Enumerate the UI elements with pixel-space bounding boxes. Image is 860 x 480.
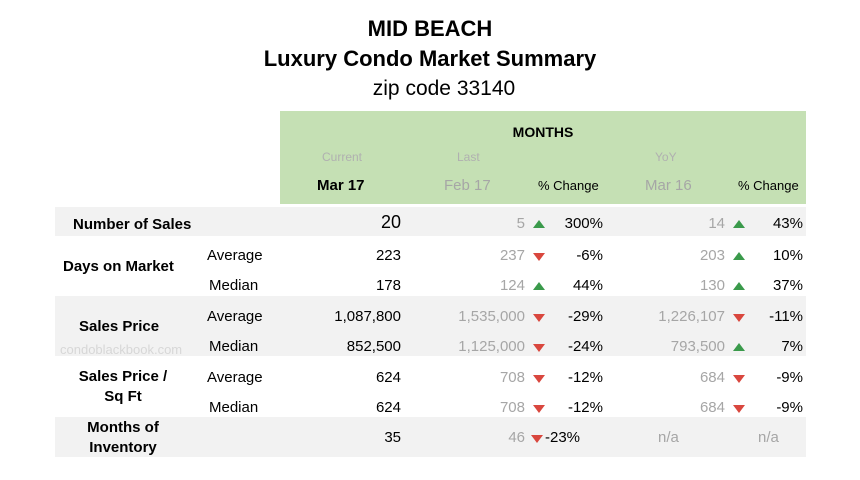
last-value: 1,535,000	[458, 308, 525, 325]
months-header-background	[280, 111, 806, 204]
triangle-down-icon	[531, 435, 543, 443]
last-value: 1,125,000	[458, 338, 525, 355]
sublabel-average: Average	[207, 308, 263, 325]
zip-code-label: zip code 33140	[372, 77, 516, 100]
triangle-up-icon	[533, 282, 545, 290]
yoy-value: 1,226,107	[658, 308, 725, 325]
pct-change-header-2: % Change	[738, 178, 799, 193]
row-band-inventory	[55, 417, 806, 457]
last-value: 237	[499, 247, 525, 264]
yoy-value: 793,500	[670, 338, 725, 355]
pct-change-value: -23%	[545, 429, 581, 446]
current-value: 1,087,800	[334, 308, 401, 325]
yoy-pct-change-value: 43%	[772, 215, 803, 232]
yoy-subheader: YoY	[655, 150, 677, 164]
label-price-per-sqft-line2: Sq Ft	[104, 388, 142, 405]
current-value: 35	[384, 429, 401, 446]
yoy-pct-change-value: 7%	[781, 338, 803, 355]
triangle-down-icon	[533, 375, 545, 383]
label-sales-price: Sales Price	[79, 318, 160, 335]
label-price-per-sqft-line1: Sales Price /	[78, 368, 168, 385]
sublabel-median: Median	[209, 338, 259, 355]
last-value: 5	[516, 215, 525, 232]
page-title: MID BEACH	[367, 16, 493, 41]
triangle-down-icon	[733, 405, 745, 413]
label-days-on-market: Days on Market	[63, 258, 174, 275]
yoy-pct-change-value: n/a	[758, 429, 779, 446]
yoy-value: 684	[699, 369, 725, 386]
sublabel-median: Median	[209, 399, 259, 416]
current-value: 178	[375, 277, 401, 294]
current-value: 852,500	[346, 338, 401, 355]
yoy-value: 203	[699, 247, 725, 264]
triangle-down-icon	[733, 314, 745, 322]
current-value: 624	[375, 369, 401, 386]
sublabel-median: Median	[209, 277, 259, 294]
page-subtitle: Luxury Condo Market Summary	[263, 46, 597, 71]
last-value: 124	[499, 277, 525, 294]
row-band-sales	[55, 207, 806, 236]
triangle-up-icon	[733, 252, 745, 260]
last-month-header: Feb 17	[444, 177, 491, 194]
pct-change-value: -6%	[576, 247, 603, 264]
label-number-of-sales: Number of Sales	[73, 216, 192, 233]
pct-change-value: -29%	[567, 308, 603, 325]
months-header: MONTHS	[512, 124, 574, 140]
pct-change-value: -12%	[567, 399, 603, 416]
sublabel-average: Average	[207, 247, 263, 264]
last-subheader: Last	[457, 150, 480, 164]
current-month-header: Mar 17	[317, 177, 365, 194]
pct-change-value: -12%	[567, 369, 603, 386]
yoy-pct-change-value: -9%	[776, 369, 803, 386]
triangle-up-icon	[733, 343, 745, 351]
triangle-down-icon	[533, 314, 545, 322]
yoy-pct-change-value: 10%	[772, 247, 803, 264]
triangle-up-icon	[733, 220, 745, 228]
pct-change-value: 44%	[572, 277, 603, 294]
triangle-up-icon	[533, 220, 545, 228]
label-months-of-inventory: Months of Inventory	[62, 418, 184, 458]
yoy-value: 14	[708, 215, 725, 232]
yoy-value: n/a	[658, 429, 679, 446]
yoy-value: 684	[699, 399, 725, 416]
yoy-pct-change-value: -11%	[769, 308, 803, 325]
label-price-per-sqft: Sales Price / Sq Ft	[62, 367, 184, 407]
sublabel-average: Average	[207, 369, 263, 386]
label-inventory-line1: Months of	[87, 419, 159, 436]
pct-change-value: -24%	[567, 338, 603, 355]
triangle-down-icon	[533, 405, 545, 413]
pct-change-header-1: % Change	[538, 178, 599, 193]
yoy-month-header: Mar 16	[645, 177, 692, 194]
row-band-price	[55, 296, 806, 356]
triangle-up-icon	[733, 282, 745, 290]
triangle-down-icon	[533, 344, 545, 352]
yoy-pct-change-value: 37%	[772, 277, 803, 294]
triangle-down-icon	[533, 253, 545, 261]
pct-change-value: 300%	[564, 215, 603, 232]
label-inventory-line2: Inventory	[89, 439, 157, 456]
last-value: 708	[499, 369, 525, 386]
last-value: 46	[508, 429, 525, 446]
last-value: 708	[499, 399, 525, 416]
current-value: 20	[380, 212, 401, 232]
triangle-down-icon	[733, 375, 745, 383]
current-value: 223	[375, 247, 401, 264]
current-value: 624	[375, 399, 401, 416]
yoy-value: 130	[699, 277, 725, 294]
watermark: condoblackbook.com	[60, 342, 183, 357]
current-subheader: Current	[322, 150, 363, 164]
yoy-pct-change-value: -9%	[776, 399, 803, 416]
